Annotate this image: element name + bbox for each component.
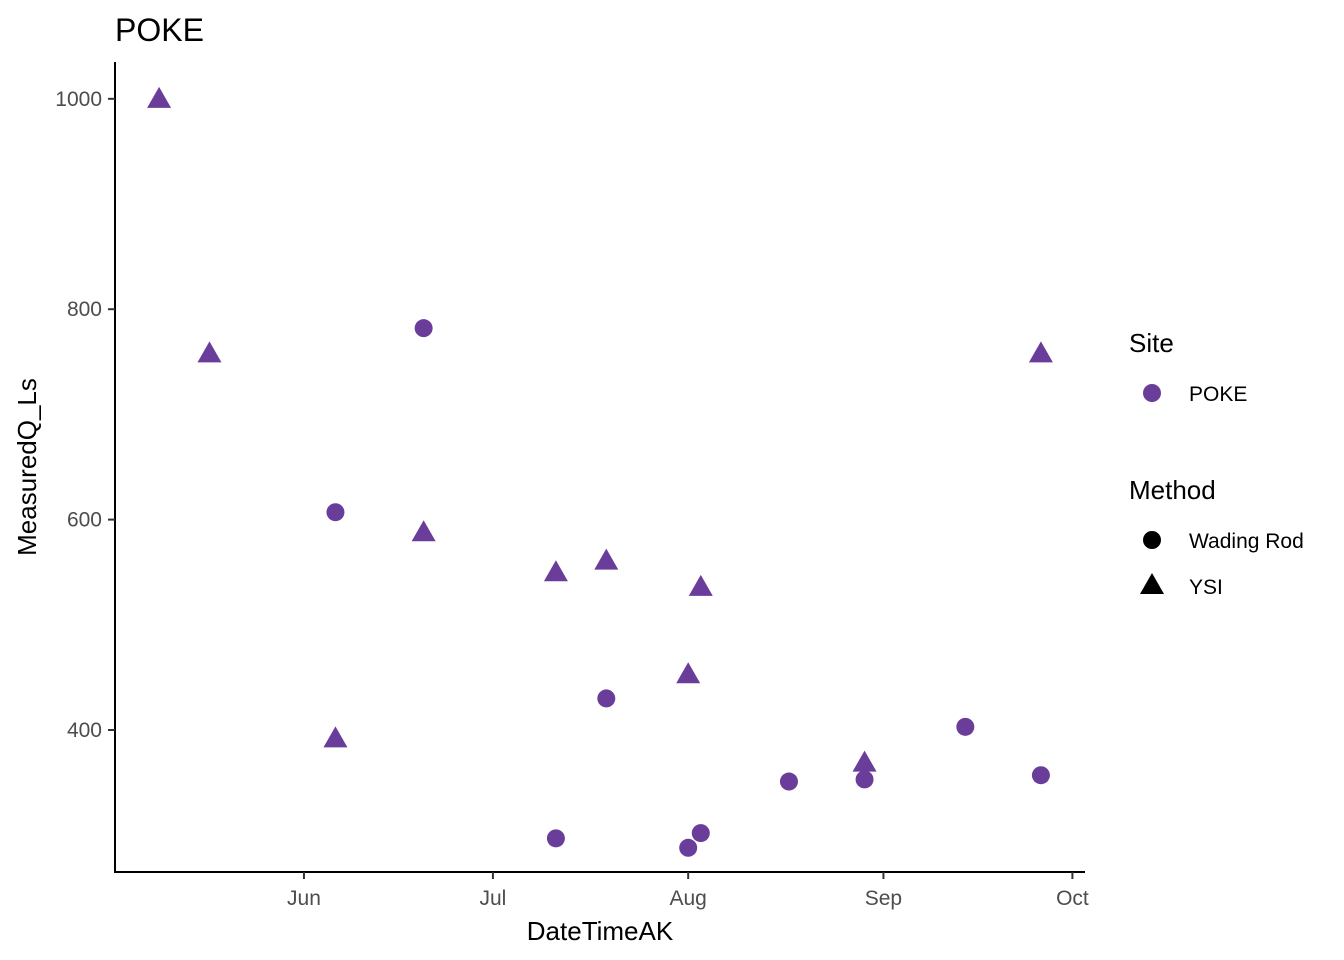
ysi-point — [1028, 341, 1053, 363]
wading-rod-point — [546, 829, 565, 848]
x-tick-label: Jul — [479, 887, 506, 910]
x-axis-ticks: Jun Jul Aug Sep Oct — [287, 872, 1089, 910]
ysi-point — [688, 574, 713, 596]
ysi-point — [147, 86, 172, 108]
x-tick-label: Sep — [865, 887, 902, 910]
wading-rod-point — [679, 838, 698, 857]
wading-rod-point — [326, 503, 345, 522]
ysi-point — [543, 560, 568, 582]
legend-site-title: Site — [1129, 328, 1174, 358]
wading-rod-point — [956, 717, 975, 736]
legend-site-poke-label: POKE — [1189, 383, 1247, 406]
legend-method-title: Method — [1129, 475, 1216, 505]
legend: Site POKE Method Wading Rod YSI — [1129, 328, 1304, 599]
x-tick-label: Oct — [1056, 887, 1089, 910]
ysi-point — [411, 520, 436, 542]
wading-rod-point — [779, 772, 798, 791]
chart-title: POKE — [115, 12, 204, 48]
y-axis-title: MeasuredQ_Ls — [12, 378, 42, 556]
y-tick-label: 1000 — [55, 88, 102, 111]
wading-rod-point — [1031, 766, 1050, 785]
legend-method-wading-rod-key — [1143, 531, 1161, 549]
x-tick-label: Aug — [669, 887, 706, 910]
wading-rod-point — [691, 824, 710, 843]
ysi-point — [676, 662, 701, 684]
wading-rod-point — [597, 689, 616, 708]
y-tick-label: 400 — [67, 719, 102, 742]
ysi-point — [594, 548, 619, 570]
y-tick-label: 800 — [67, 298, 102, 321]
legend-method-ysi-key — [1140, 573, 1164, 594]
wading-rod-point — [414, 319, 433, 338]
x-tick-label: Jun — [287, 887, 321, 910]
y-axis-ticks: 400 600 800 1000 — [55, 88, 115, 742]
legend-site-poke-key — [1143, 384, 1161, 402]
ysi-point — [852, 750, 877, 772]
y-tick-label: 600 — [67, 509, 102, 532]
ysi-point — [197, 341, 222, 363]
wading-rod-point — [855, 770, 874, 789]
legend-method-ysi-label: YSI — [1189, 576, 1223, 599]
ysi-point — [323, 726, 348, 748]
legend-method-wading-rod-label: Wading Rod — [1189, 530, 1304, 553]
x-axis-title: DateTimeAK — [527, 916, 674, 946]
data-points — [147, 86, 1053, 857]
